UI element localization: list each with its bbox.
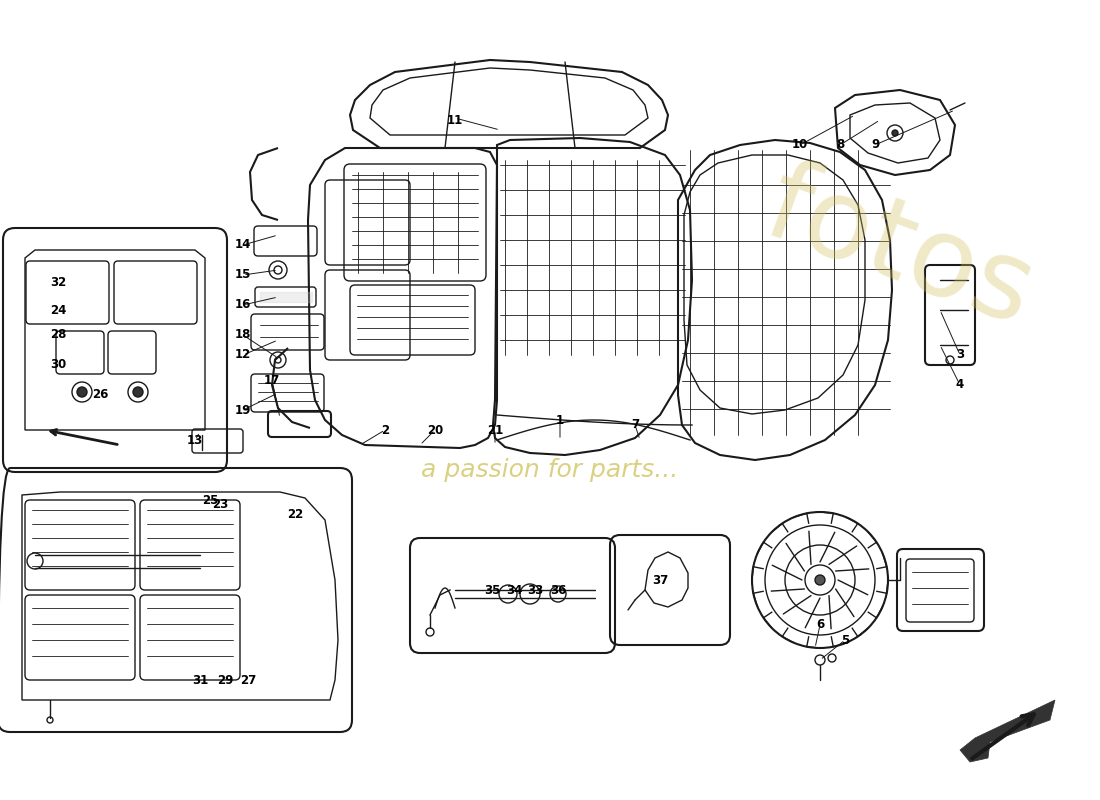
Text: 16: 16 (234, 298, 251, 311)
Text: 23: 23 (212, 498, 228, 511)
Text: 20: 20 (427, 423, 443, 437)
Circle shape (815, 575, 825, 585)
Text: fotos: fotos (751, 153, 1048, 347)
Polygon shape (960, 700, 1055, 762)
Text: 35: 35 (484, 583, 500, 597)
Text: 10: 10 (792, 138, 808, 151)
Text: 18: 18 (234, 329, 251, 342)
Text: a passion for parts...: a passion for parts... (421, 458, 679, 482)
Text: 17: 17 (264, 374, 280, 386)
Circle shape (133, 387, 143, 397)
Circle shape (77, 387, 87, 397)
Text: 28: 28 (50, 329, 66, 342)
Text: 30: 30 (50, 358, 66, 371)
Circle shape (892, 130, 898, 136)
Text: 11: 11 (447, 114, 463, 126)
Text: 1: 1 (556, 414, 564, 426)
Text: 26: 26 (91, 389, 108, 402)
Text: 29: 29 (217, 674, 233, 686)
Text: 8: 8 (836, 138, 844, 151)
Text: 25: 25 (201, 494, 218, 506)
Text: 31: 31 (191, 674, 208, 686)
Text: 27: 27 (240, 674, 256, 686)
Text: 4: 4 (956, 378, 964, 391)
Text: 13: 13 (187, 434, 204, 446)
Text: 7: 7 (631, 418, 639, 431)
Text: 2: 2 (381, 423, 389, 437)
Text: 12: 12 (235, 349, 251, 362)
Text: 37: 37 (652, 574, 668, 586)
Text: 34: 34 (506, 583, 522, 597)
Text: 14: 14 (234, 238, 251, 251)
Text: 21: 21 (487, 423, 503, 437)
Text: 15: 15 (234, 269, 251, 282)
Text: 32: 32 (50, 275, 66, 289)
Text: 36: 36 (550, 583, 566, 597)
Text: 3: 3 (956, 349, 964, 362)
Text: 24: 24 (50, 303, 66, 317)
Text: 19: 19 (234, 403, 251, 417)
Text: 6: 6 (816, 618, 824, 631)
Text: 33: 33 (527, 583, 543, 597)
Text: 9: 9 (871, 138, 879, 151)
Text: 5: 5 (840, 634, 849, 646)
Text: 22: 22 (287, 509, 304, 522)
